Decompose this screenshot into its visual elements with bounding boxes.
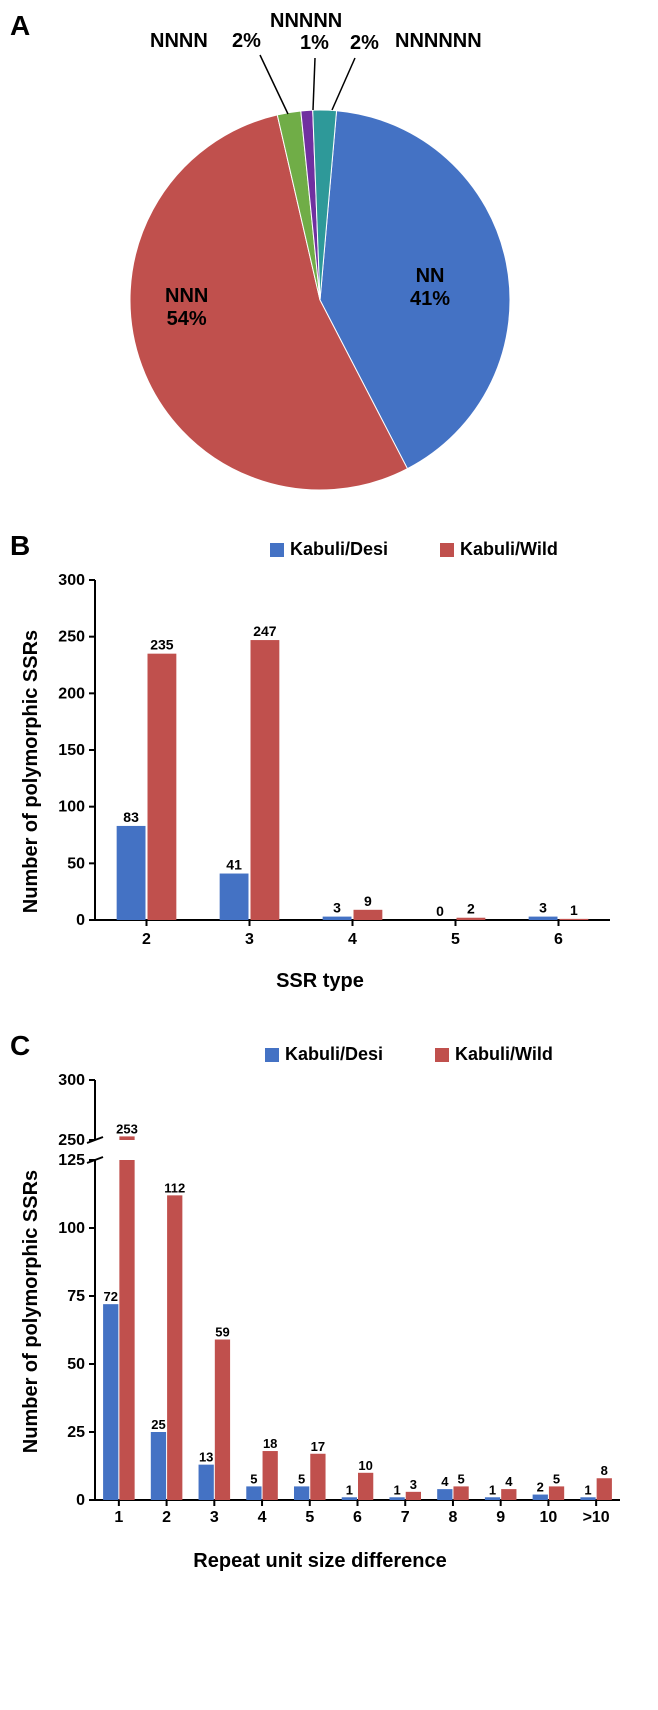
pie-label: 2% — [232, 30, 261, 53]
bar — [457, 918, 486, 920]
svg-text:150: 150 — [58, 742, 85, 759]
svg-text:250: 250 — [58, 629, 85, 646]
svg-text:1: 1 — [393, 1482, 400, 1497]
svg-text:100: 100 — [58, 799, 85, 816]
svg-text:4: 4 — [505, 1474, 513, 1489]
bar — [220, 874, 249, 920]
bar — [251, 640, 280, 920]
svg-text:235: 235 — [150, 637, 174, 653]
svg-text:4: 4 — [258, 1509, 267, 1526]
svg-text:25: 25 — [67, 1424, 85, 1441]
svg-text:8: 8 — [601, 1463, 608, 1478]
svg-text:1: 1 — [346, 1482, 353, 1497]
svg-text:0: 0 — [76, 1492, 85, 1509]
svg-text:112: 112 — [164, 1180, 185, 1195]
svg-text:Kabuli/Wild: Kabuli/Wild — [460, 539, 558, 559]
panel-b: B Number of polymorphic SSRs 05010015020… — [10, 530, 648, 1010]
bar-c-chart: 0255075100125250300172253225112313594518… — [10, 1030, 630, 1540]
svg-text:13: 13 — [199, 1450, 213, 1465]
svg-text:6: 6 — [353, 1509, 362, 1526]
svg-text:1: 1 — [114, 1509, 123, 1526]
svg-text:1: 1 — [489, 1482, 496, 1497]
pie-label: 1% — [300, 32, 329, 55]
svg-text:5: 5 — [451, 931, 460, 948]
svg-text:247: 247 — [253, 623, 277, 639]
pie-label: NNNNNN — [395, 30, 482, 53]
svg-text:Kabuli/Desi: Kabuli/Desi — [290, 539, 388, 559]
bar-c-container: Number of polymorphic SSRs 0255075100125… — [10, 1030, 630, 1590]
svg-text:83: 83 — [123, 809, 139, 825]
pie-container: NN41% NNN54% NNNN 2% NNNNN1% 2% NNNNNN — [10, 10, 630, 510]
svg-text:3: 3 — [245, 931, 254, 948]
svg-text:7: 7 — [401, 1509, 410, 1526]
svg-text:0: 0 — [76, 912, 85, 929]
pie-label: NNN54% — [165, 285, 208, 331]
svg-text:50: 50 — [67, 1356, 85, 1373]
svg-text:10: 10 — [358, 1458, 372, 1473]
svg-text:2: 2 — [162, 1509, 171, 1526]
svg-text:50: 50 — [67, 855, 85, 872]
bar-b-chart: 050100150200250300283235341247439502631K… — [10, 530, 630, 960]
svg-text:250: 250 — [58, 1132, 85, 1149]
svg-text:8: 8 — [449, 1509, 458, 1526]
svg-text:9: 9 — [364, 893, 372, 909]
bar-c-xlabel: Repeat unit size difference — [10, 1550, 630, 1573]
pie-label: NN41% — [410, 265, 450, 311]
panel-a: A NN41%NNN54%NNNN2%NNNNN1%2%NNNNNN — [10, 10, 648, 510]
bar-c-ylabel: Number of polymorphic SSRs — [20, 1170, 43, 1453]
panel-c: C Number of polymorphic SSRs 02550751001… — [10, 1030, 648, 1590]
svg-text:5: 5 — [298, 1471, 305, 1486]
svg-text:5: 5 — [457, 1471, 464, 1486]
bar — [529, 917, 558, 920]
pie-label: NNNN — [150, 30, 208, 53]
svg-text:125: 125 — [58, 1152, 85, 1169]
svg-text:5: 5 — [305, 1509, 314, 1526]
svg-text:300: 300 — [58, 1072, 85, 1089]
svg-text:200: 200 — [58, 685, 85, 702]
svg-text:3: 3 — [539, 900, 547, 916]
pie-label: NNNNN — [270, 10, 342, 33]
svg-text:72: 72 — [103, 1289, 117, 1304]
svg-text:18: 18 — [263, 1436, 277, 1451]
svg-text:0: 0 — [436, 903, 444, 919]
svg-text:4: 4 — [348, 931, 357, 948]
svg-text:2: 2 — [467, 901, 475, 917]
svg-text:17: 17 — [311, 1439, 325, 1454]
svg-text:6: 6 — [554, 931, 563, 948]
bar — [323, 917, 352, 920]
svg-text:41: 41 — [226, 857, 242, 873]
svg-text:>10: >10 — [583, 1509, 610, 1526]
bar — [148, 654, 177, 920]
svg-text:100: 100 — [58, 1220, 85, 1237]
svg-text:2: 2 — [537, 1480, 544, 1495]
svg-text:5: 5 — [553, 1471, 560, 1486]
svg-text:1: 1 — [584, 1482, 591, 1497]
bar-b-xlabel: SSR type — [10, 970, 630, 993]
svg-text:10: 10 — [540, 1509, 558, 1526]
svg-text:3: 3 — [333, 900, 341, 916]
svg-text:1: 1 — [570, 902, 578, 918]
svg-text:59: 59 — [215, 1325, 229, 1340]
svg-text:4: 4 — [441, 1474, 449, 1489]
svg-text:25: 25 — [151, 1417, 165, 1432]
svg-text:3: 3 — [410, 1477, 417, 1492]
svg-text:9: 9 — [496, 1509, 505, 1526]
svg-text:75: 75 — [67, 1288, 85, 1305]
svg-text:Kabuli/Desi: Kabuli/Desi — [285, 1044, 383, 1064]
pie-label: 2% — [350, 32, 379, 55]
pie-chart — [10, 10, 630, 510]
bar — [560, 919, 589, 920]
svg-text:3: 3 — [210, 1509, 219, 1526]
svg-text:253: 253 — [116, 1121, 138, 1136]
svg-text:Kabuli/Wild: Kabuli/Wild — [455, 1044, 553, 1064]
svg-text:5: 5 — [250, 1471, 257, 1486]
bar-b-ylabel: Number of polymorphic SSRs — [20, 630, 43, 913]
bar — [117, 826, 146, 920]
svg-text:2: 2 — [142, 931, 151, 948]
bar-b-container: Number of polymorphic SSRs 0501001502002… — [10, 530, 630, 1010]
bar — [354, 910, 383, 920]
svg-text:300: 300 — [58, 572, 85, 589]
